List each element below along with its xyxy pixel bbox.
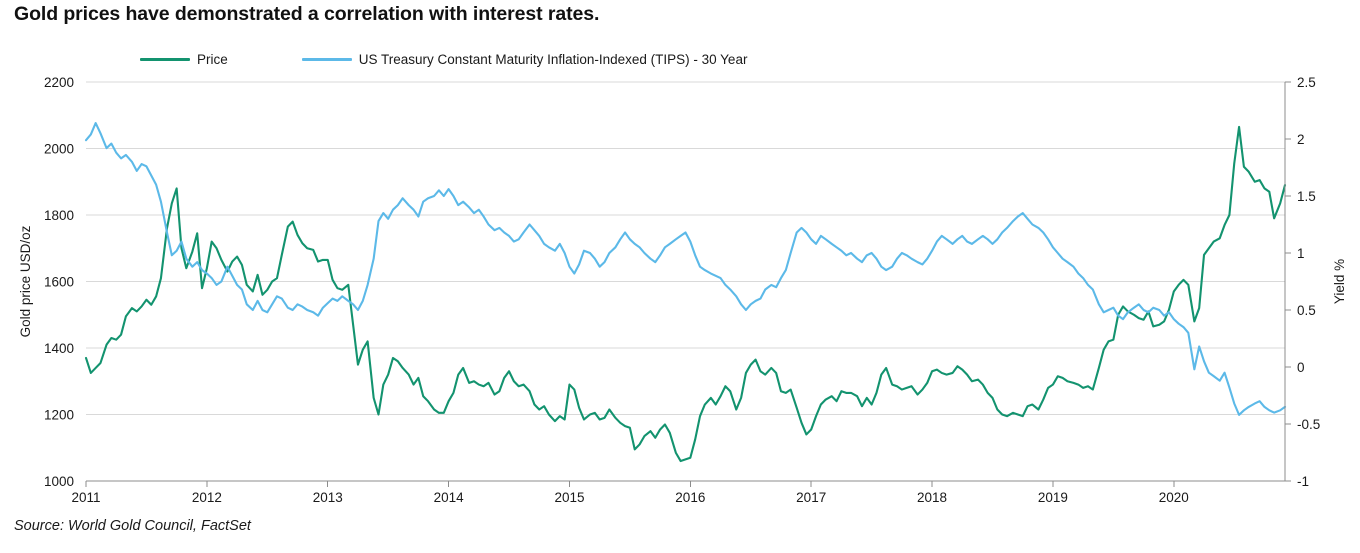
legend-swatch-price xyxy=(140,57,190,62)
y2-tick-label: 2.5 xyxy=(1297,75,1316,90)
y2-axis-title: Yield % xyxy=(1332,259,1347,304)
x-tick-label: 2017 xyxy=(796,490,826,505)
y-tick-label: 2000 xyxy=(44,142,74,157)
legend-label-tips: US Treasury Constant Maturity Inflation-… xyxy=(358,52,748,67)
y-tick-label: 1600 xyxy=(44,275,74,290)
chart-title: Gold prices have demonstrated a correlat… xyxy=(14,3,600,25)
legend-item-price[interactable]: Price xyxy=(140,52,228,67)
legend-label-price: Price xyxy=(197,52,228,67)
y-tick-label: 1400 xyxy=(44,341,74,356)
x-tick-label: 2013 xyxy=(313,490,343,505)
y2-tick-label: 1 xyxy=(1297,246,1305,261)
data-series-group xyxy=(84,121,1287,463)
axis-labels-group: 2011 2012 2013 2014 2015 2016 2017 2018 2019 2020… xyxy=(18,75,1347,505)
legend-swatch-tips xyxy=(301,57,352,62)
x-tick-label: 2020 xyxy=(1159,490,1189,505)
y2-tick-label: 0 xyxy=(1297,360,1305,375)
x-tick-label: 2011 xyxy=(71,490,100,505)
plot-area-container: 2011 2012 2013 2014 2015 2016 2017 2018 2019 2020… xyxy=(18,75,1347,505)
x-tick-label: 2014 xyxy=(434,490,465,505)
x-tick-label: 2012 xyxy=(192,490,222,505)
source-note: Source: World Gold Council, FactSet xyxy=(14,518,251,534)
y-axis-title: Gold price USD/oz xyxy=(18,225,33,337)
y-tick-label: 2200 xyxy=(44,75,74,90)
chart-plot: 2011 2012 2013 2014 2015 2016 2017 2018 2019 2020… xyxy=(18,75,1347,505)
y-tick-label: 1800 xyxy=(44,208,74,223)
axes-group xyxy=(85,81,1291,487)
series-line-price xyxy=(84,125,1287,463)
chart-legend: Price US Treasury Constant Maturity Infl… xyxy=(140,52,747,67)
x-tick-label: 2019 xyxy=(1038,490,1068,505)
y-tick-label: 1200 xyxy=(44,408,74,423)
y2-tick-label: 2 xyxy=(1297,132,1305,147)
x-tick-label: 2016 xyxy=(675,490,705,505)
y2-tick-label: 0.5 xyxy=(1297,303,1316,318)
y2-tick-label: 1.5 xyxy=(1297,189,1316,204)
y-tick-label: 1000 xyxy=(44,474,74,489)
grid-lines xyxy=(86,81,1285,415)
series-line-tips xyxy=(84,121,1287,416)
x-tick-label: 2018 xyxy=(917,490,947,505)
y2-tick-label: -1 xyxy=(1297,474,1309,489)
x-tick-label: 2015 xyxy=(554,490,584,505)
legend-item-tips[interactable]: US Treasury Constant Maturity Inflation-… xyxy=(301,52,748,67)
y2-tick-label: -0.5 xyxy=(1297,417,1320,432)
